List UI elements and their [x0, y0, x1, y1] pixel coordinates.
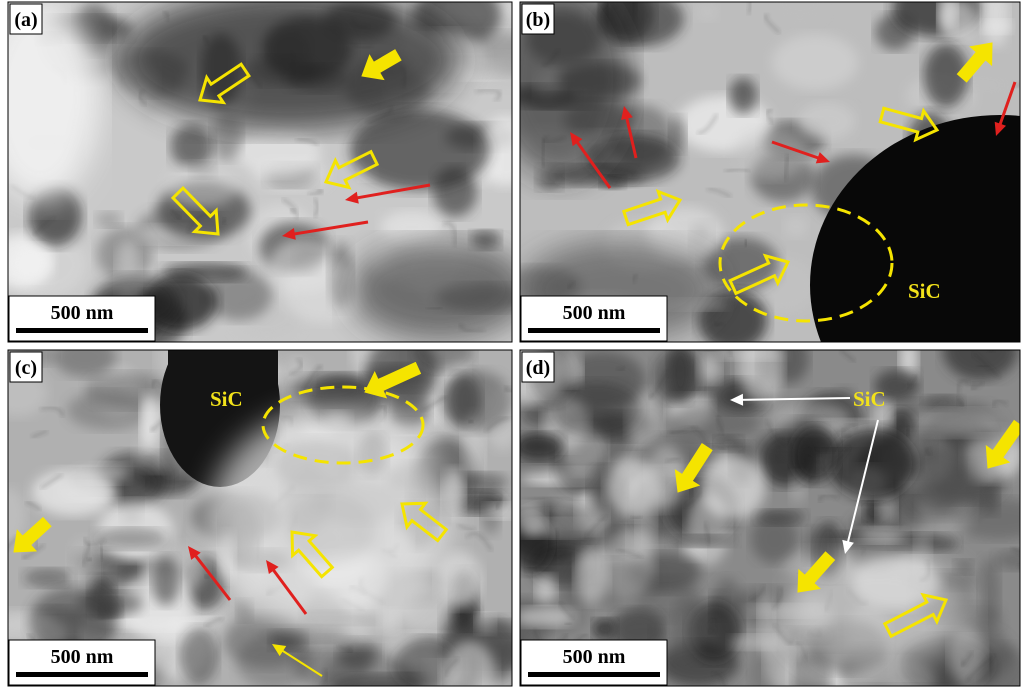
texture-blob — [54, 337, 116, 377]
texture-blob — [982, 486, 1000, 515]
scale-bar-label: 500 nm — [563, 646, 626, 668]
scale-bar — [16, 672, 148, 677]
dark-region — [350, 240, 530, 340]
texture-blob — [152, 556, 180, 605]
panel-label: (b) — [526, 9, 550, 31]
texture-blob — [798, 103, 855, 140]
panel-label: (c) — [15, 357, 37, 379]
texture-blob — [170, 124, 213, 168]
texture-blob — [515, 433, 564, 460]
texture-blob — [914, 409, 1002, 436]
panel-label: (a) — [14, 9, 37, 31]
page: {"panels": [ {"label": "(a)", "scale_bar… — [0, 0, 1021, 687]
scale-bar — [16, 328, 148, 333]
texture-blob — [909, 447, 981, 512]
texture-blob — [671, 535, 735, 547]
texture-blob — [729, 78, 757, 114]
texture-blob — [96, 212, 122, 227]
texture-blob — [751, 515, 798, 564]
texture-blob — [535, 575, 556, 604]
annotation: SiC — [908, 279, 941, 303]
texture-blob — [940, 0, 977, 41]
bright-region — [210, 410, 450, 630]
scale-bar-label: 500 nm — [51, 646, 114, 668]
micrograph-panel: SiC — [0, 322, 539, 687]
texture-blob — [668, 344, 693, 403]
texture-blob — [668, 405, 760, 441]
texture-blob — [180, 628, 218, 685]
scale-bar — [528, 672, 660, 677]
texture-blob — [772, 34, 859, 90]
scale-bar-label: 500 nm — [563, 302, 626, 324]
texture-blob — [291, 374, 365, 406]
texture-blob — [715, 435, 742, 451]
texture-blob — [140, 394, 158, 450]
texture-blob — [235, 130, 321, 176]
texture-blob — [32, 469, 116, 516]
scale-bar — [528, 328, 660, 333]
panel-label: (d) — [526, 357, 550, 379]
texture-blob — [686, 494, 729, 565]
texture-blob — [606, 457, 660, 518]
texture-blob — [23, 569, 72, 588]
annotation: SiC — [210, 387, 243, 411]
texture-blob — [784, 216, 808, 238]
annotation: SiC — [853, 387, 886, 411]
texture-blob — [95, 528, 167, 549]
texture-blob — [696, 3, 719, 21]
texture-blob — [87, 373, 169, 408]
scale-bar-label: 500 nm — [51, 302, 114, 324]
texture-blob — [858, 527, 905, 543]
texture-blob — [441, 371, 513, 431]
micrograph-panel: SiC — [489, 320, 1021, 687]
texture-blob — [575, 551, 609, 604]
figure: (a) 500 nm SiC (b) 500 nm SiC (c) 500 nm SiC (d) 5… — [0, 0, 1021, 687]
texture-blob — [10, 245, 51, 281]
texture-blob — [733, 128, 809, 179]
